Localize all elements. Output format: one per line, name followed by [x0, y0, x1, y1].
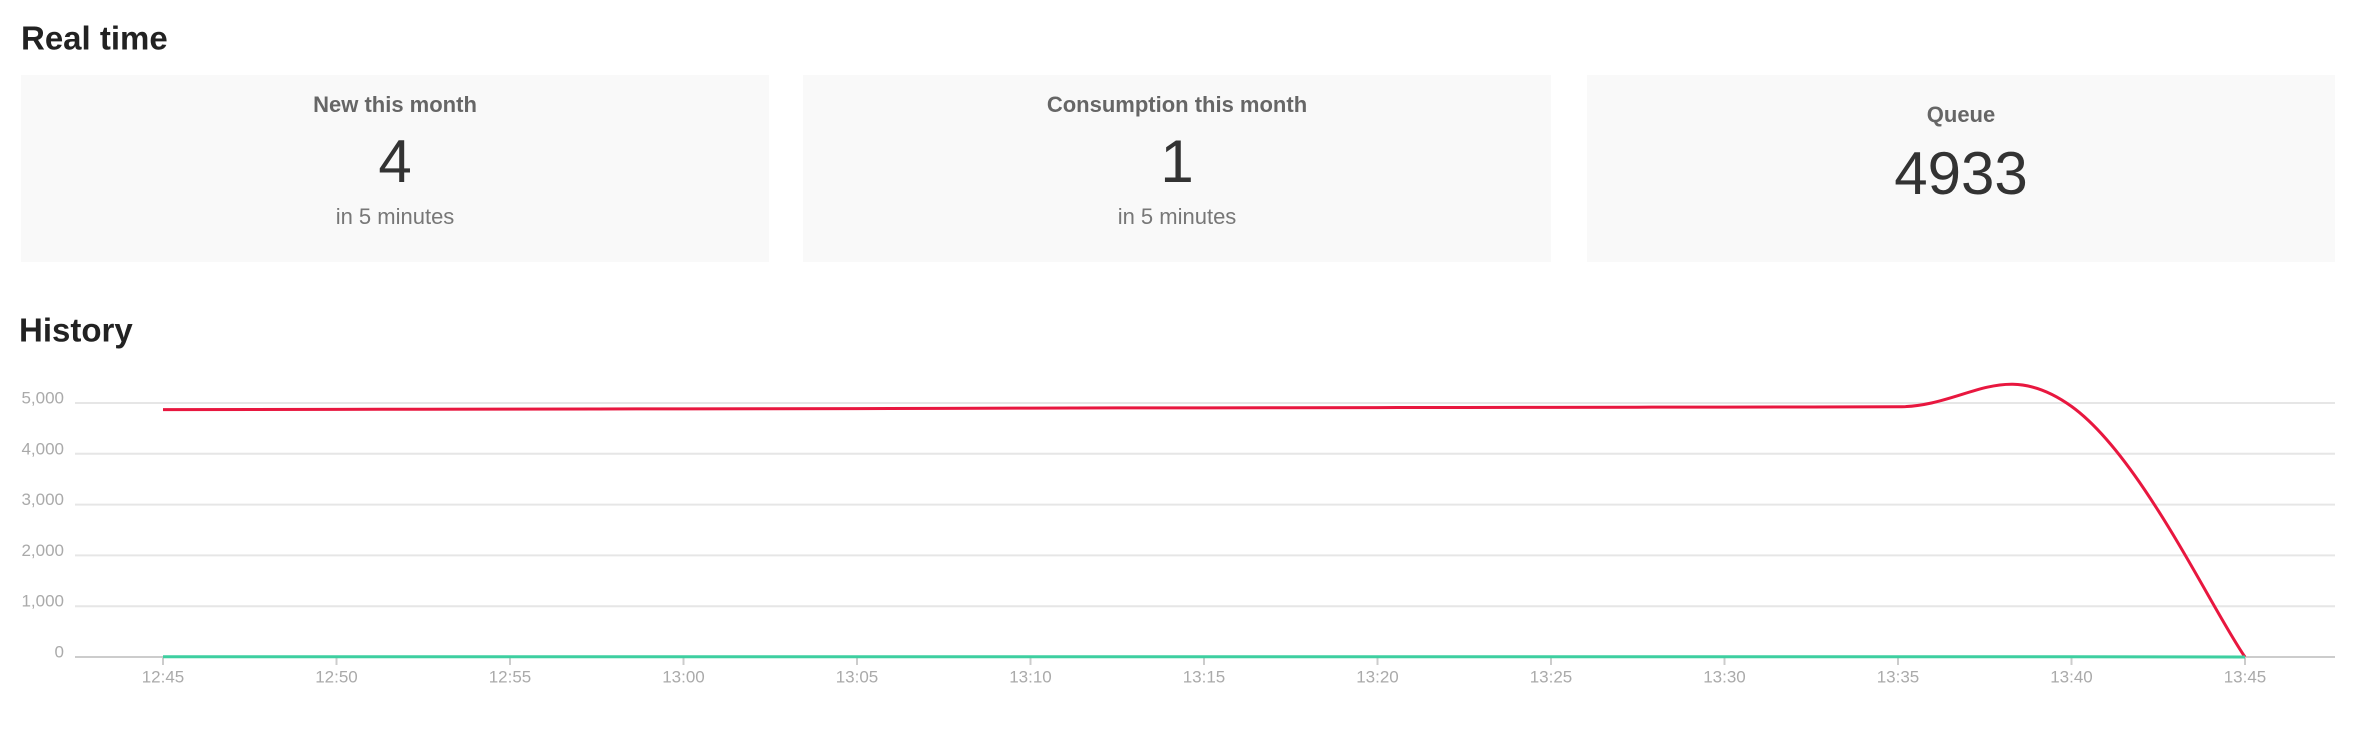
y-tick-label: 4,000 [21, 439, 64, 458]
x-tick-label: 12:55 [489, 667, 532, 686]
section-heading: History [19, 312, 133, 349]
y-tick-label: 2,000 [21, 541, 64, 560]
stat-card [1587, 75, 2335, 262]
card-title: Queue [1927, 102, 1995, 127]
x-tick-label: 13:35 [1877, 667, 1920, 686]
card-value: 4933 [1894, 140, 2027, 207]
card-title: New this month [313, 92, 477, 117]
card-subtitle: in 5 minutes [336, 204, 455, 229]
y-tick-label: 5,000 [21, 388, 64, 407]
x-tick-label: 13:05 [836, 667, 879, 686]
card-title: Consumption this month [1047, 92, 1307, 117]
card-subtitle: in 5 minutes [1118, 204, 1237, 229]
section-heading: Real time [21, 20, 168, 57]
y-tick-label: 0 [55, 642, 64, 661]
x-tick-label: 12:50 [315, 667, 358, 686]
y-tick-label: 3,000 [21, 490, 64, 509]
x-tick-label: 12:45 [142, 667, 185, 686]
stat-card [21, 75, 769, 262]
x-tick-label: 13:40 [2050, 667, 2093, 686]
stat-card [803, 75, 1551, 262]
card-value: 4 [378, 128, 411, 195]
y-tick-label: 1,000 [21, 592, 64, 611]
x-tick-label: 13:25 [1530, 667, 1573, 686]
x-tick-label: 13:30 [1703, 667, 1746, 686]
series-line [162, 382, 2247, 658]
x-tick-label: 13:45 [2224, 667, 2267, 686]
x-tick-label: 13:15 [1183, 667, 1226, 686]
x-tick-label: 13:00 [662, 667, 705, 686]
x-tick-label: 13:10 [1009, 667, 1052, 686]
x-tick-label: 13:20 [1356, 667, 1399, 686]
card-value: 1 [1160, 128, 1193, 195]
